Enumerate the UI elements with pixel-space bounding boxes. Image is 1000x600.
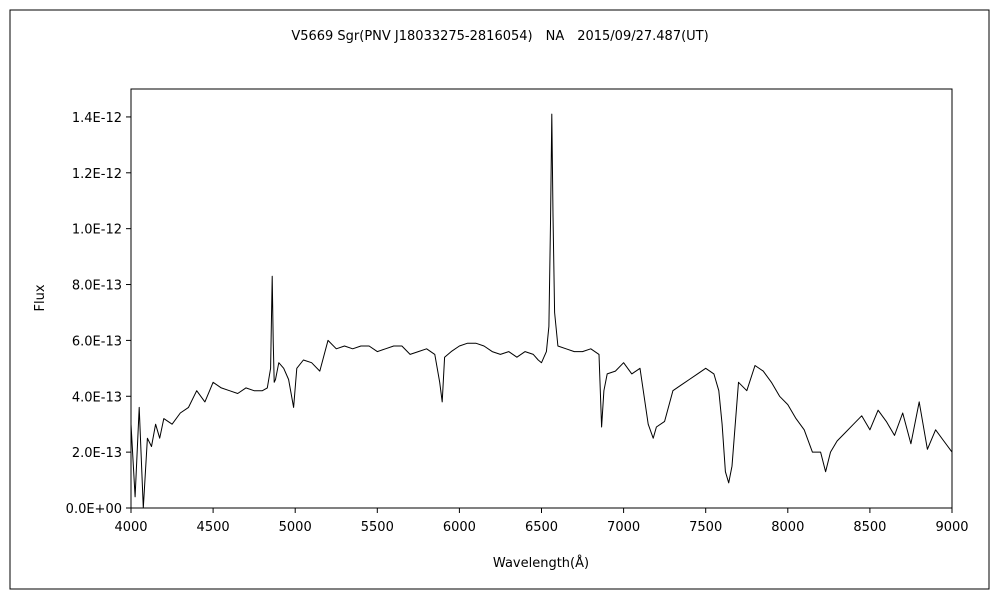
x-axis-title: Wavelength(Å) — [493, 555, 589, 571]
x-tick-label: 4500 — [197, 520, 230, 535]
y-tick-label: 1.0E-12 — [72, 223, 122, 238]
spectrum-line — [130, 113, 953, 509]
x-tick-label: 7000 — [607, 520, 640, 535]
y-tick-label: 0.0E+00 — [66, 502, 122, 517]
y-tick-label: 2.0E-13 — [72, 446, 122, 461]
x-tick-label: 4000 — [114, 520, 147, 535]
x-tick-label: 9000 — [935, 520, 968, 535]
x-tick-label: 6000 — [443, 520, 476, 535]
x-tick-label: 7500 — [689, 520, 722, 535]
x-axis: 4000 4500 5000 5500 6000 6500 7000 7500 8000 8500… — [114, 508, 969, 535]
x-tick-label: 5000 — [279, 520, 312, 535]
y-tick-label: 1.2E-12 — [72, 167, 122, 182]
x-tick-label: 8000 — [771, 520, 804, 535]
y-tick-label: 6.0E-13 — [72, 334, 122, 349]
figure-border — [9, 9, 990, 590]
y-tick-label: 8.0E-13 — [72, 279, 122, 294]
x-tick-label: 5500 — [361, 520, 394, 535]
y-axis-title: Flux — [33, 284, 48, 311]
x-tick-label: 8500 — [853, 520, 886, 535]
y-tick-label: 4.0E-13 — [72, 390, 122, 405]
y-axis: 0.0E+00 2.0E-13 4.0E-13 6.0E-13 8.0E-13 1.0E-… — [66, 111, 131, 517]
chart-title: V5669 Sgr(PNV J18033275-2816054) NA 2015… — [291, 29, 708, 44]
y-tick-label: 1.4E-12 — [72, 111, 122, 126]
x-tick-label: 6500 — [525, 520, 558, 535]
